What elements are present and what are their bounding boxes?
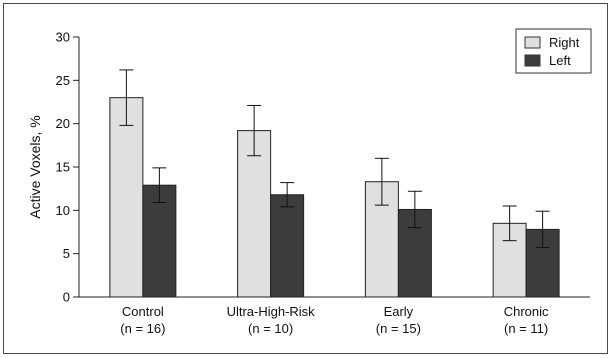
bar-left-1 <box>270 194 305 298</box>
bar-right-0 <box>109 97 144 298</box>
legend-swatch-right <box>524 36 541 49</box>
y-axis-title: Active Voxels, % <box>27 115 43 219</box>
y-tick-label: 0 <box>63 290 70 305</box>
y-tick-labels: 0 5 10 15 20 25 30 <box>56 30 70 305</box>
x-tick-label: Control <box>122 304 164 319</box>
x-tick-labels: Control (n = 16) Ultra-High-Risk (n = 10) Ea… <box>120 304 549 336</box>
error-bars <box>119 69 550 249</box>
x-tick-sublabel: (n = 16) <box>120 321 165 336</box>
y-tick-label: 15 <box>56 160 70 175</box>
bars <box>109 97 560 298</box>
y-tick-label: 5 <box>63 246 70 261</box>
y-tick-label: 20 <box>56 116 70 131</box>
x-tick-sublabel: (n = 10) <box>248 321 293 336</box>
x-tick-label: Ultra-High-Risk <box>227 304 316 319</box>
bar-left-0 <box>142 184 177 298</box>
y-tick-label: 30 <box>56 30 70 45</box>
legend-label-left: Left <box>549 53 571 68</box>
y-tick-label: 25 <box>56 73 70 88</box>
y-tick-label: 10 <box>56 203 70 218</box>
x-tick-label: Chronic <box>504 304 549 319</box>
chart-frame <box>3 3 608 354</box>
legend: Right Left <box>515 28 592 74</box>
x-tick-sublabel: (n = 11) <box>504 321 548 336</box>
x-tick-label: Early <box>384 304 414 319</box>
legend-label-right: Right <box>549 35 580 50</box>
x-tick-sublabel: (n = 15) <box>376 321 421 336</box>
legend-swatch-left <box>524 54 541 67</box>
